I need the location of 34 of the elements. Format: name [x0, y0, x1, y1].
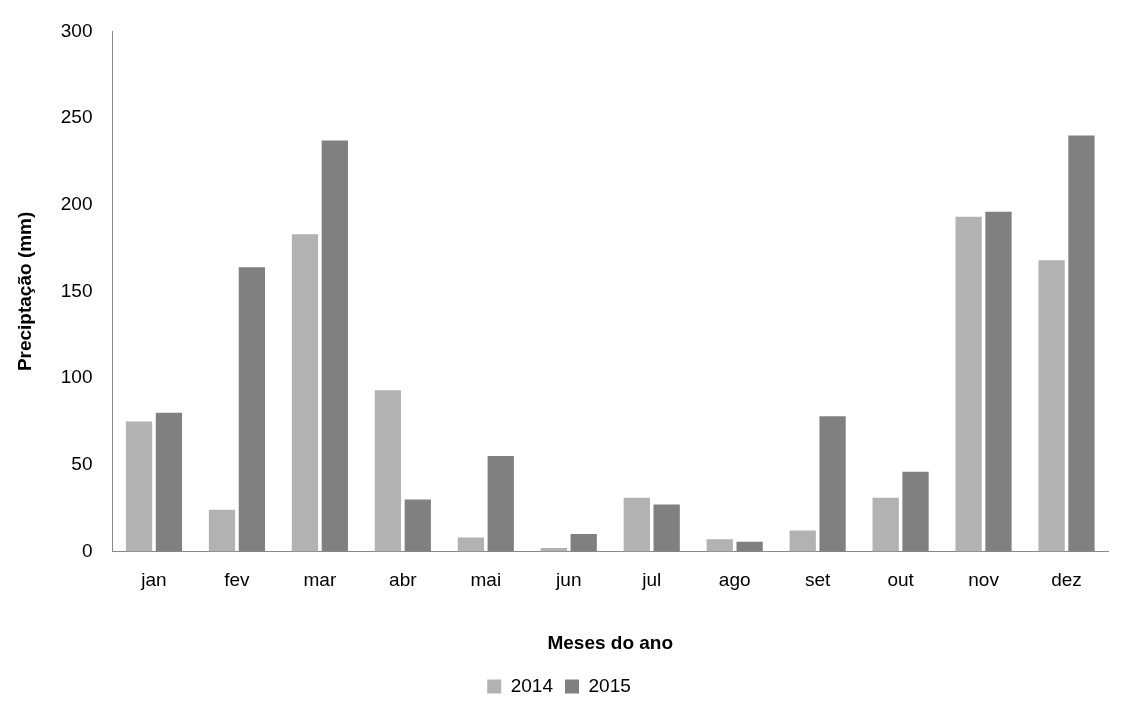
x-tick-label: jun [555, 569, 582, 591]
bar [125, 421, 153, 552]
bar [1038, 260, 1065, 552]
bar [872, 497, 899, 552]
x-tick-label: dez [1051, 569, 1082, 591]
x-tick-label: mar [303, 569, 337, 591]
y-tick-label: 250 [60, 106, 93, 128]
x-tick-label: jan [140, 569, 167, 591]
x-tick-label: mai [470, 569, 502, 591]
bar [208, 509, 236, 552]
bar [457, 537, 485, 552]
bar [955, 216, 982, 552]
y-tick-label: 0 [81, 539, 93, 561]
x-tick-label: fev [224, 569, 251, 591]
legend-label: 2015 [588, 674, 631, 696]
y-tick-label: 150 [60, 279, 93, 301]
y-tick-label: 300 [60, 19, 93, 41]
legend-label: 2014 [510, 674, 554, 696]
y-axis-title: Preciptação (mm) [13, 211, 35, 372]
bar [706, 539, 733, 552]
bar [374, 390, 402, 552]
y-tick-label: 100 [60, 366, 93, 388]
y-tick-label: 50 [71, 452, 93, 474]
x-tick-label: ago [718, 569, 751, 591]
y-tick-label: 200 [60, 192, 93, 214]
x-axis-title: Meses do ano [547, 631, 674, 653]
x-tick-label: jul [641, 569, 662, 591]
bar [291, 234, 319, 552]
bar [789, 530, 816, 552]
x-tick-label: out [887, 569, 915, 591]
x-tick-label: nov [968, 569, 1000, 591]
bar [623, 497, 650, 552]
x-tick-label: set [804, 569, 832, 591]
x-tick-label: abr [389, 569, 418, 591]
